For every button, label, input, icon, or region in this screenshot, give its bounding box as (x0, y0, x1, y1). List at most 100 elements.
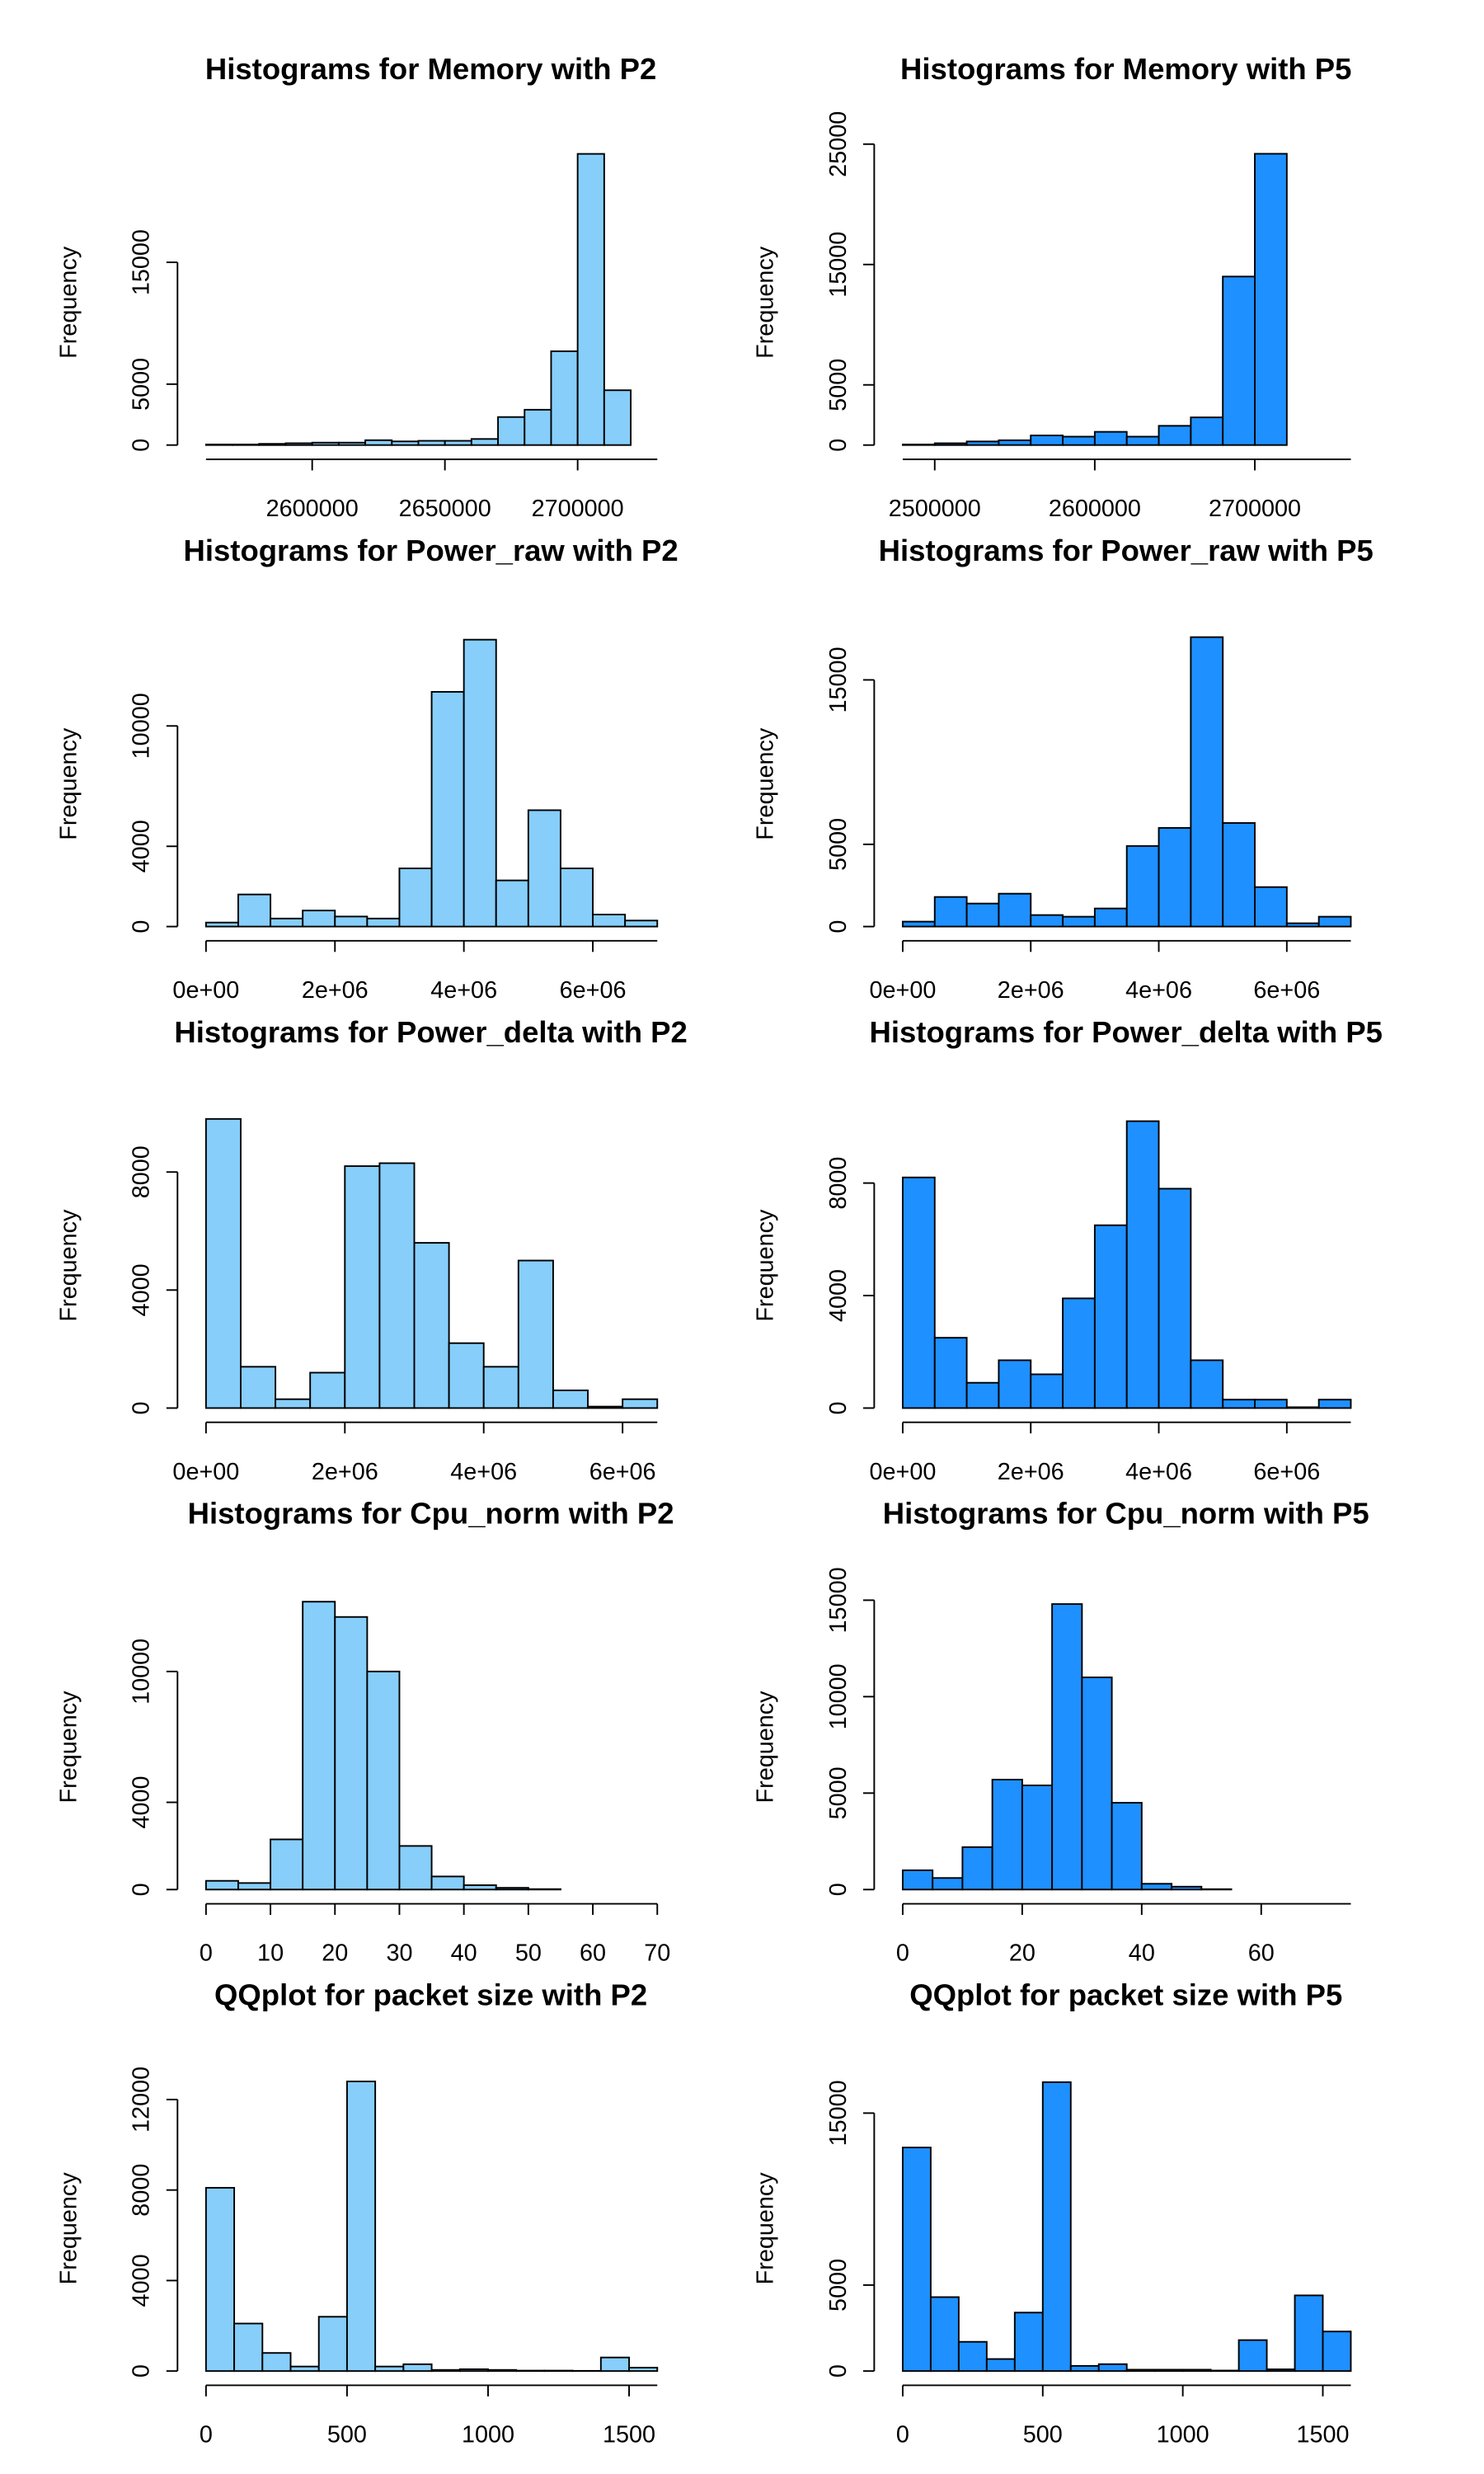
x-tick-label: 2700000 (1209, 496, 1301, 522)
bar (1190, 1359, 1224, 1409)
bar (933, 1337, 968, 1409)
bar (985, 2358, 1016, 2373)
y-tick-label: 0 (129, 439, 155, 452)
bar (550, 350, 579, 446)
x-tick-label: 2e+06 (998, 977, 1064, 1004)
bar (515, 2369, 546, 2373)
bar (402, 2363, 433, 2373)
bar (463, 1884, 497, 1891)
x-tick-label: 10 (257, 1940, 284, 1967)
x-tick-label: 4e+06 (430, 977, 497, 1004)
bar (366, 917, 401, 928)
bar (413, 1242, 450, 1409)
bar (901, 2147, 932, 2373)
bar (552, 1390, 589, 1409)
bar (270, 917, 304, 928)
bar (344, 1165, 381, 1409)
bar (1081, 1677, 1113, 1891)
x-tick-label: 0e+00 (172, 977, 239, 1004)
bar (458, 2368, 489, 2373)
bar (622, 1398, 659, 1409)
x-tick-label: 0 (200, 1940, 213, 1967)
bar (240, 1366, 277, 1409)
bar (965, 902, 1000, 928)
y-tick-label: 15000 (825, 647, 852, 713)
x-tick-label: 40 (1129, 1940, 1155, 1967)
y-axis-label: Frequency (752, 2172, 778, 2285)
bar (378, 1162, 416, 1409)
bar (364, 439, 393, 446)
y-tick-label: 10000 (129, 693, 155, 759)
y-tick-label: 0 (825, 2364, 852, 2378)
y-tick-label: 0 (825, 1883, 852, 1896)
bar (1140, 1883, 1173, 1891)
bar (1062, 915, 1096, 928)
bar (901, 1176, 936, 1409)
bar (366, 1670, 401, 1891)
x-tick-label: 20 (1009, 1940, 1036, 1967)
bar (398, 1845, 433, 1891)
y-tick-label: 4000 (129, 1263, 155, 1316)
bar (1111, 1802, 1143, 1891)
y-axis-label: Frequency (752, 727, 778, 840)
bar (1254, 886, 1288, 928)
x-tick-label: 0e+00 (869, 977, 936, 1004)
chart-title: Histograms for Power_raw with P2 (184, 534, 679, 567)
chart-title: Histograms for Power_delta with P5 (870, 1015, 1383, 1049)
chart-title: Histograms for Power_delta with P2 (174, 1015, 687, 1049)
x-tick-label: 1500 (603, 2422, 655, 2448)
bar (204, 443, 234, 446)
bar (1125, 844, 1160, 928)
bar (901, 1869, 934, 1891)
y-axis-label: Frequency (55, 246, 82, 359)
bar (398, 868, 433, 928)
bar (334, 915, 369, 928)
x-tick-label: 2600000 (266, 496, 359, 522)
bar (289, 2365, 320, 2373)
y-tick-label: 15000 (825, 232, 852, 298)
y-tick-label: 25000 (825, 111, 852, 177)
bar (961, 1846, 993, 1891)
bar (603, 389, 632, 446)
chart-title: Histograms for Power_raw with P5 (879, 534, 1374, 567)
bar (543, 2369, 574, 2373)
y-tick-label: 0 (825, 920, 852, 934)
bar (444, 440, 472, 446)
bar (592, 914, 627, 928)
y-tick-label: 5000 (825, 818, 852, 871)
bar (998, 1359, 1032, 1409)
bar (599, 2356, 630, 2373)
bar (1254, 153, 1288, 446)
bar (334, 1616, 369, 1891)
chart-title: Histograms for Cpu_norm with P5 (883, 1497, 1369, 1531)
bar (1062, 435, 1096, 446)
x-tick-label: 4e+06 (1125, 977, 1192, 1004)
y-tick-label: 0 (129, 2364, 155, 2378)
bar (576, 153, 605, 446)
bar (302, 1601, 336, 1891)
bar (991, 1778, 1023, 1891)
bar (237, 1882, 272, 1891)
panel: Histograms for Memory with P2 Frequency 26… (55, 52, 658, 522)
bar (487, 2368, 518, 2373)
bar (417, 440, 446, 446)
bar (624, 920, 659, 928)
y-axis-label: Frequency (55, 727, 82, 840)
bar (1190, 416, 1224, 446)
bar (1222, 275, 1256, 446)
bar (482, 1366, 519, 1409)
x-tick-label: 2500000 (889, 496, 981, 522)
y-axis-label: Frequency (752, 1691, 778, 1804)
bar (470, 438, 500, 446)
bar (1285, 1406, 1320, 1409)
bar (1158, 1188, 1192, 1409)
bar (1021, 1785, 1054, 1891)
bar (233, 2322, 264, 2373)
bar (1062, 1297, 1096, 1409)
y-tick-label: 8000 (129, 2164, 155, 2217)
x-tick-label: 60 (580, 1940, 606, 1967)
bar (430, 2368, 461, 2373)
x-tick-label: 6e+06 (1253, 977, 1320, 1004)
x-tick-label: 1500 (1296, 2422, 1349, 2448)
bar (1317, 915, 1352, 928)
